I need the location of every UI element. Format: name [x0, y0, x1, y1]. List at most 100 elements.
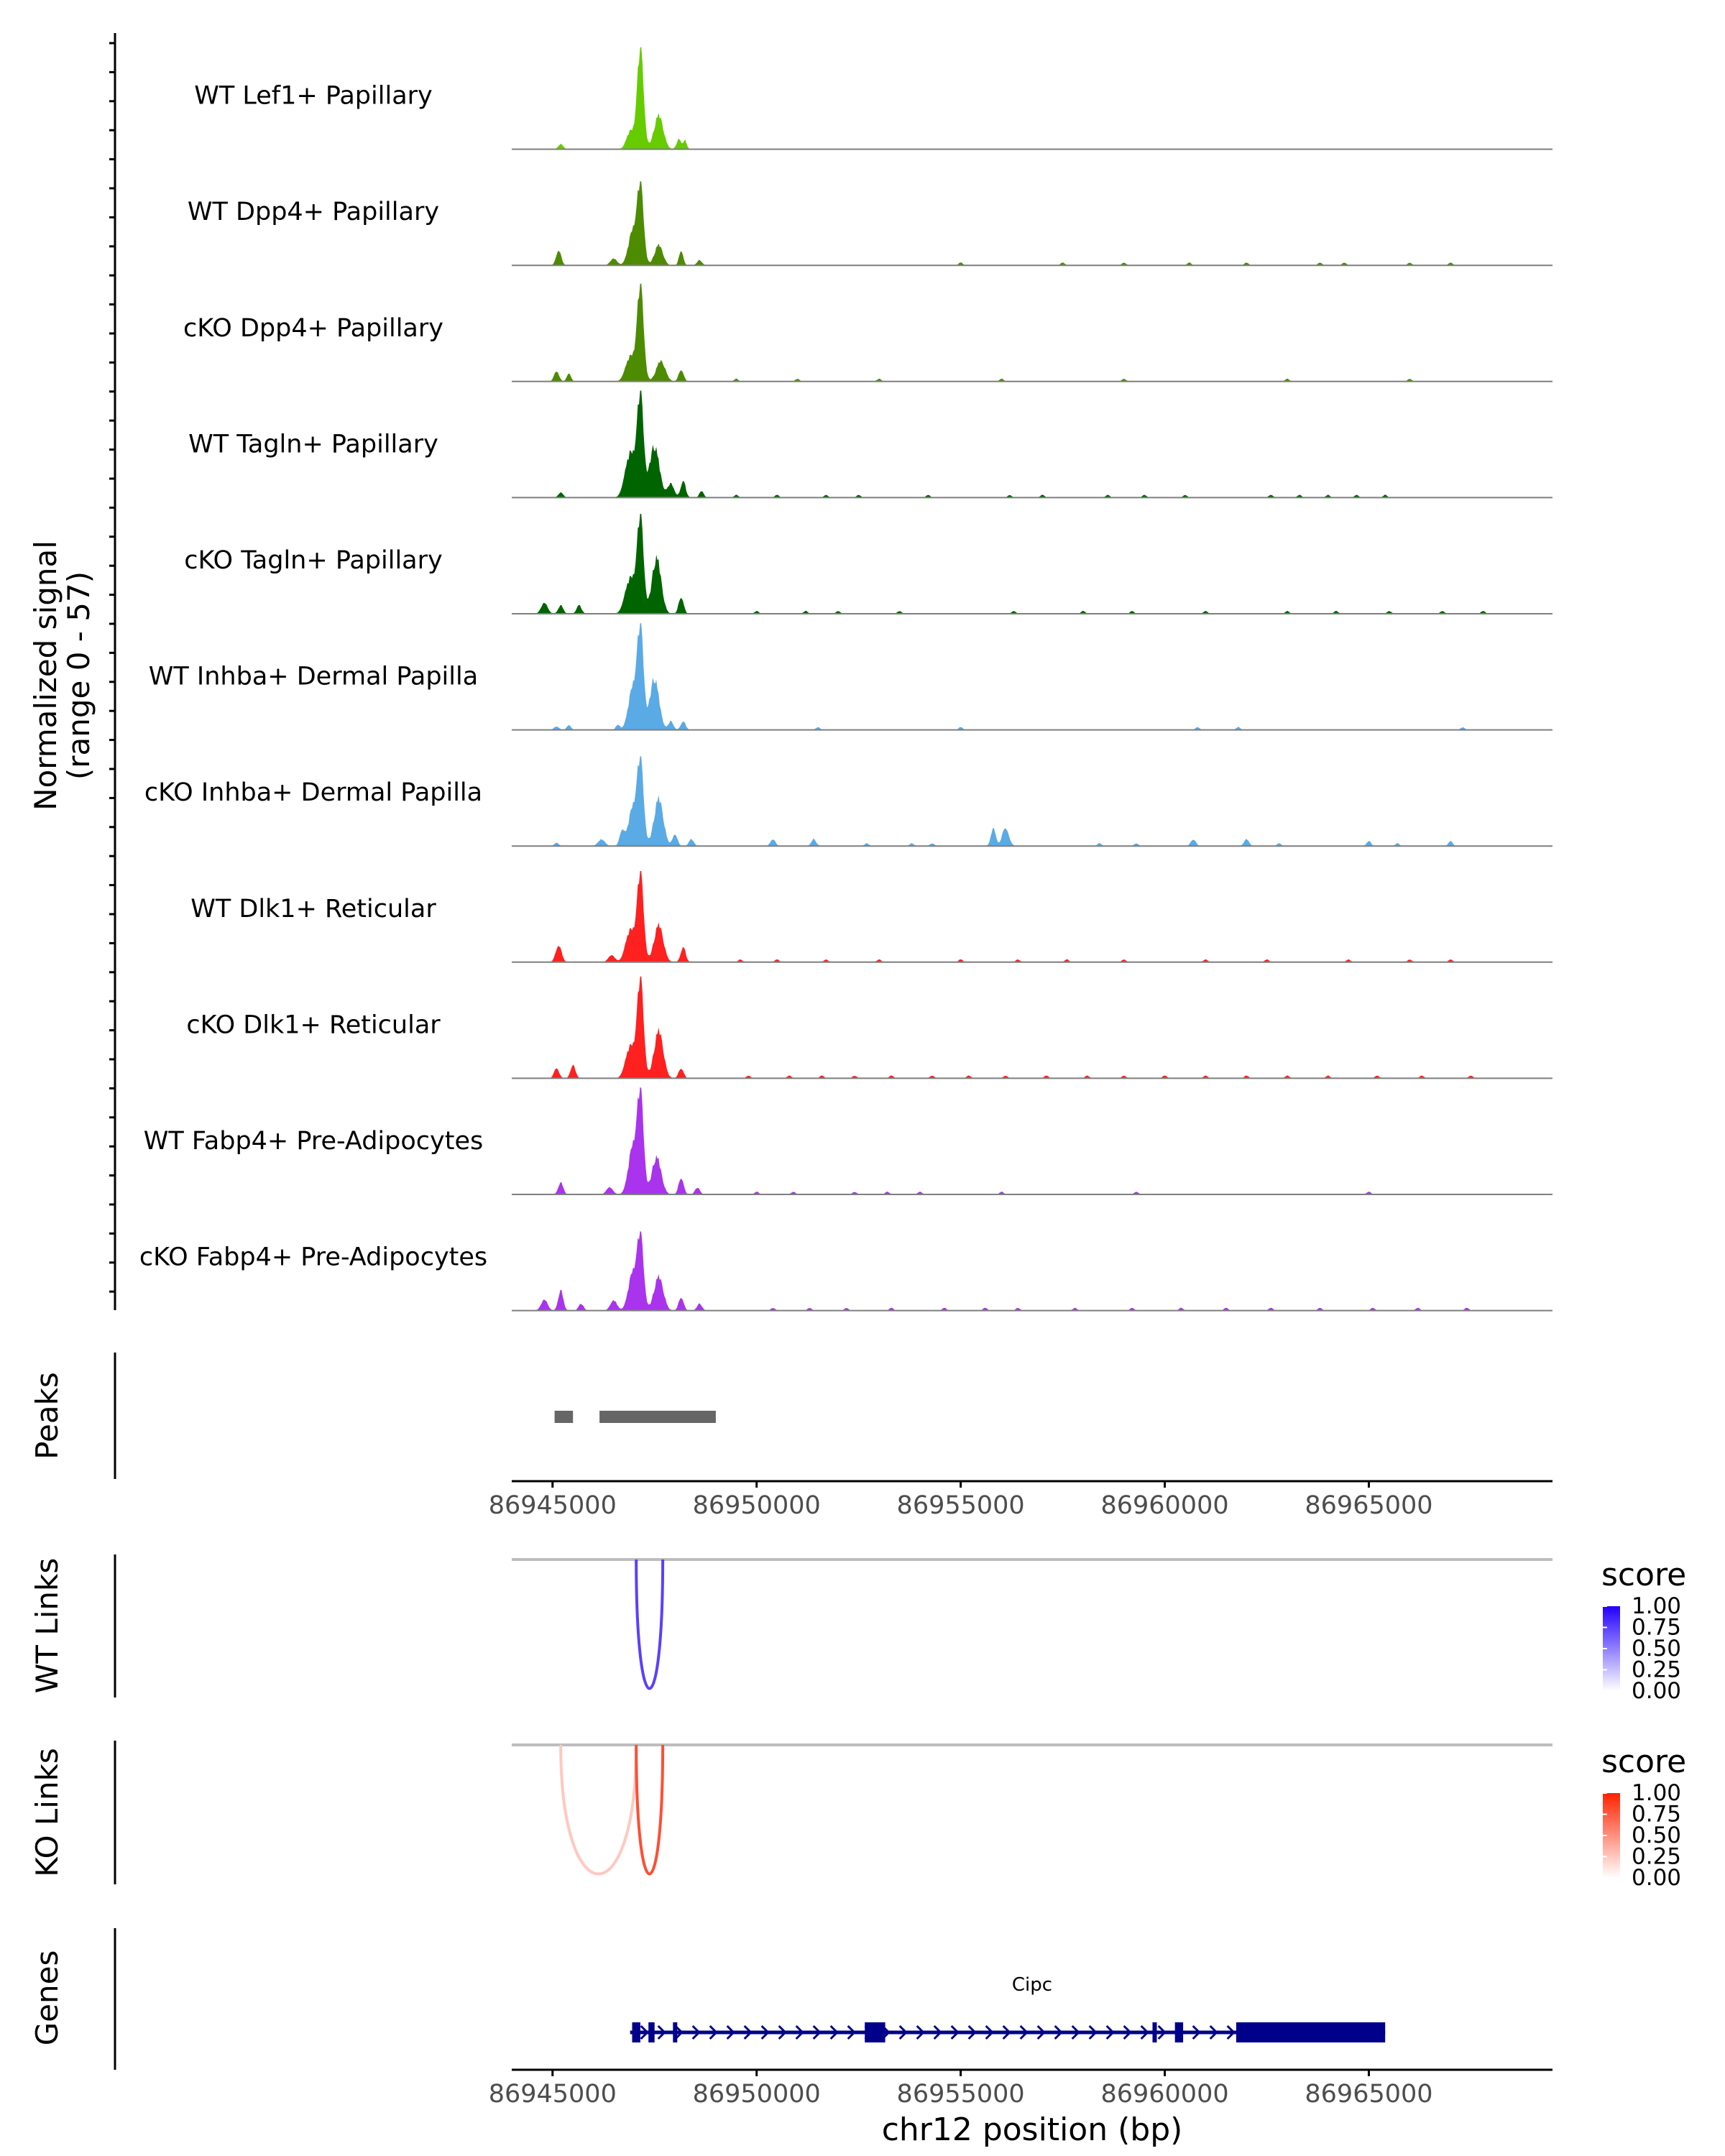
- gene-strand-arrow: [985, 2024, 994, 2040]
- gene-strand-arrow: [933, 2024, 942, 2040]
- peak-region: [554, 1411, 574, 1423]
- gene-strand-arrow: [829, 2024, 839, 2040]
- genes-label: Genes: [29, 1950, 65, 2046]
- gene-strand-arrow: [640, 2024, 649, 2040]
- gene-strand-arrow: [709, 2024, 718, 2040]
- track-signal-area: [512, 1231, 1552, 1311]
- x-axis-top-ticks: 86945000 86950000 86955000 86960000 86965000: [489, 1481, 1433, 1520]
- x-axis-tick-label: 86950000: [693, 2080, 821, 2109]
- gene-strand-arrow: [1123, 2024, 1132, 2040]
- gene-strand-arrow: [657, 2024, 666, 2040]
- ko-links-label: KO Links: [29, 1748, 65, 1877]
- x-axis-tick-label: 86945000: [489, 1491, 617, 1520]
- gene-strand-arrow: [847, 2024, 856, 2040]
- signal-track: WT Dpp4+ Papillary: [188, 181, 1552, 267]
- gene-strand-arrow: [967, 2024, 977, 2040]
- legend-label: 0.75: [1632, 1802, 1681, 1828]
- gene-strand-arrow: [1140, 2024, 1149, 2040]
- gene-strand-arrow: [1088, 2024, 1098, 2040]
- x-axis-tick-label: 86950000: [693, 1491, 821, 1520]
- legend-label: 0.25: [1632, 1844, 1681, 1870]
- legend-label: 1.00: [1632, 1780, 1681, 1806]
- gene-strand-arrow: [726, 2024, 735, 2040]
- gene-strand-arrow: [950, 2024, 960, 2040]
- gene-strand-arrow: [743, 2024, 753, 2040]
- signal-track: WT Fabp4+ Pre-Adipocytes: [144, 1087, 1552, 1195]
- ko-links-panel: KO Links score 1.000.750.500.250.00: [29, 1741, 1686, 1891]
- signal-y-ticks: [109, 42, 115, 1293]
- legend-label: 0.50: [1632, 1636, 1681, 1662]
- x-axis-tick-label: 86960000: [1100, 2080, 1228, 2109]
- track-label: cKO Dlk1+ Reticular: [186, 1010, 441, 1039]
- wt-legend-labels: 1.000.750.500.250.00: [1603, 1593, 1681, 1704]
- peak-regions: [554, 1411, 716, 1423]
- peak-region: [599, 1411, 716, 1423]
- signal-track: WT Dlk1+ Reticular: [190, 870, 1552, 963]
- signal-track: cKO Tagln+ Papillary: [184, 513, 1552, 614]
- x-axis-title: chr12 position (bp): [882, 2111, 1183, 2148]
- track-label: cKO Fabp4+ Pre-Adipocytes: [139, 1243, 487, 1272]
- track-label: WT Inhba+ Dermal Papilla: [149, 663, 478, 691]
- signal-track: WT Tagln+ Papillary: [188, 390, 1552, 499]
- gene-strand-arrow: [1002, 2024, 1011, 2040]
- legend-label: 1.00: [1632, 1593, 1681, 1619]
- track-label: WT Fabp4+ Pre-Adipocytes: [144, 1127, 483, 1156]
- wt-link-arcs: [635, 1559, 665, 1690]
- legend-label: 0.00: [1632, 1865, 1681, 1891]
- gene-name-label: Cipc: [1012, 1974, 1052, 1996]
- gene-strand-arrow: [1036, 2024, 1046, 2040]
- signal-y-label-line1: Normalized signal: [28, 540, 63, 811]
- genes-panel: Genes Cipc 86945000 86950000 86955000 86960…: [29, 1928, 1552, 2148]
- track-label: cKO Dpp4+ Papillary: [183, 314, 443, 343]
- gene-exon: [1152, 2022, 1157, 2042]
- legend-label: 0.00: [1632, 1678, 1681, 1704]
- ko-legend-labels: 1.000.750.500.250.00: [1603, 1780, 1681, 1891]
- track-label: WT Dpp4+ Papillary: [188, 198, 439, 226]
- x-axis-tick-label: 86965000: [1305, 2080, 1432, 2109]
- signal-track: cKO Fabp4+ Pre-Adipocytes: [139, 1231, 1552, 1312]
- gene-exon: [632, 2022, 640, 2042]
- link-arc: [635, 1559, 665, 1690]
- gene-exon: [673, 2022, 678, 2042]
- track-label: WT Tagln+ Papillary: [188, 430, 438, 459]
- x-axis-tick-label: 86965000: [1305, 1491, 1432, 1520]
- gene-exon: [1236, 2022, 1386, 2042]
- gene-strand-arrow: [1192, 2024, 1201, 2040]
- gene-strand-arrow: [1054, 2024, 1063, 2040]
- gene-strand-arrow: [1105, 2024, 1115, 2040]
- wt-links-legend: score 1.000.750.500.250.00: [1601, 1557, 1686, 1704]
- track-label: WT Dlk1+ Reticular: [190, 895, 436, 923]
- signal-track: cKO Inhba+ Dermal Papilla: [144, 755, 1552, 847]
- signal-track: WT Lef1+ Papillary: [194, 46, 1552, 150]
- gene-strand-arrow: [760, 2024, 770, 2040]
- wt-links-label: WT Links: [29, 1558, 65, 1693]
- track-label: WT Lef1+ Papillary: [194, 82, 433, 111]
- signal-y-label-line2: (range 0 - 57): [61, 571, 96, 780]
- x-axis-tick-label: 86955000: [897, 2080, 1025, 2109]
- x-axis-tick-label: 86945000: [489, 2080, 617, 2109]
- signal-track: WT Inhba+ Dermal Papilla: [149, 623, 1552, 731]
- gene-strand-arrow: [898, 2024, 908, 2040]
- legend-label: 0.75: [1632, 1615, 1681, 1641]
- gene-strand-arrow: [1019, 2024, 1029, 2040]
- signal-tracks: WT Lef1+ Papillary WT Dpp4+ Papillary cKO …: [139, 46, 1552, 1312]
- gene-strand-arrow: [1209, 2024, 1218, 2040]
- gene-model: [630, 2022, 1386, 2042]
- track-label: cKO Inhba+ Dermal Papilla: [144, 778, 482, 807]
- gene-exon: [865, 2022, 886, 2042]
- gene-exon: [648, 2022, 655, 2042]
- gene-strand-arrow: [1226, 2024, 1236, 2040]
- gene-strand-arrow: [691, 2024, 701, 2040]
- signal-panel: Normalized signal (range 0 - 57) WT Lef1…: [28, 33, 1552, 1312]
- x-axis-tick-label: 86960000: [1100, 1491, 1228, 1520]
- link-arc: [635, 1744, 665, 1876]
- peaks-panel: Peaks 86945000 86950000 86955000 86960000 86…: [29, 1353, 1552, 1520]
- ko-link-arcs: [559, 1744, 665, 1876]
- gene-exon: [1174, 2022, 1184, 2042]
- peaks-label: Peaks: [29, 1372, 65, 1460]
- ko-links-legend: score 1.000.750.500.250.00: [1601, 1743, 1686, 1891]
- gene-strand-arrow: [1071, 2024, 1080, 2040]
- signal-track: cKO Dpp4+ Papillary: [183, 283, 1552, 382]
- gene-strand-arrow: [674, 2024, 684, 2040]
